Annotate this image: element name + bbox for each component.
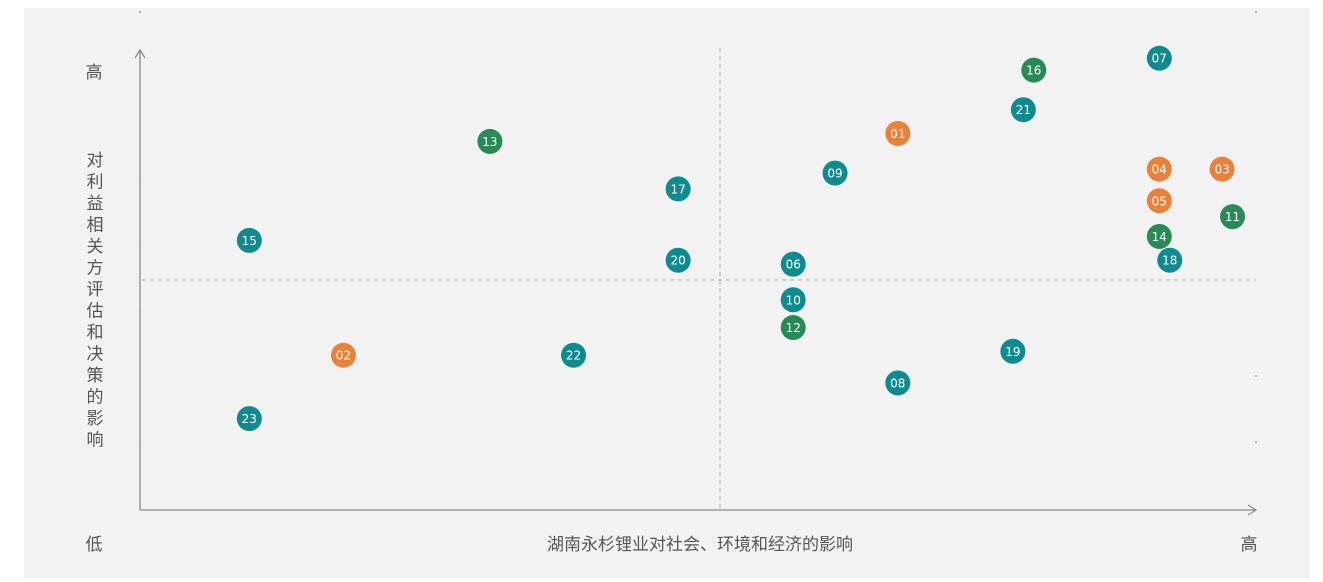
- data-point-13: 13: [477, 128, 503, 154]
- point-label: 20: [671, 254, 686, 268]
- data-point-10: 10: [780, 287, 806, 313]
- point-marker: [236, 227, 262, 253]
- point-label: 03: [1214, 163, 1229, 177]
- point-marker: [1146, 45, 1172, 71]
- chart-canvas: 高 低 高 湖南永杉锂业对社会、环境和经济的影响 对利益相关方评估和决策的影响 …: [24, 8, 1310, 578]
- data-point-23: 23: [236, 406, 262, 432]
- point-marker: [780, 251, 806, 277]
- point-label: 18: [1162, 254, 1177, 268]
- point-marker: [885, 120, 911, 146]
- y-axis-tick-marks: [139, 115, 141, 443]
- data-point-17: 17: [665, 176, 691, 202]
- data-point-14: 14: [1146, 223, 1172, 249]
- point-label: 04: [1152, 163, 1167, 177]
- point-label: 22: [566, 349, 581, 363]
- point-marker: [330, 342, 356, 368]
- point-label: 10: [786, 293, 801, 307]
- point-label: 14: [1152, 230, 1167, 244]
- point-marker: [822, 160, 848, 186]
- point-label: 11: [1225, 210, 1240, 224]
- materiality-scatter-chart: 高 低 高 湖南永杉锂业对社会、环境和经济的影响 对利益相关方评估和决策的影响 …: [86, 11, 1258, 555]
- data-point-08: 08: [885, 370, 911, 396]
- data-point-22: 22: [561, 342, 587, 368]
- point-label: 13: [482, 135, 497, 149]
- data-point-01: 01: [885, 120, 911, 146]
- data-point-20: 20: [665, 247, 691, 273]
- point-label: 07: [1152, 52, 1167, 66]
- point-label: 09: [827, 167, 842, 181]
- point-marker: [1209, 156, 1235, 182]
- point-marker: [1157, 247, 1183, 273]
- data-point-09: 09: [822, 160, 848, 186]
- point-label: 19: [1005, 345, 1020, 359]
- point-label: 02: [336, 349, 351, 363]
- point-label: 06: [786, 258, 801, 272]
- x-axis-title: 湖南永杉锂业对社会、环境和经济的影响: [547, 535, 853, 555]
- data-point-12: 12: [780, 315, 806, 341]
- point-marker: [1010, 97, 1036, 123]
- point-label: 16: [1026, 64, 1041, 78]
- data-point-07: 07: [1146, 45, 1172, 71]
- x-axis-high-label: 高: [1241, 535, 1258, 555]
- point-marker: [665, 176, 691, 202]
- point-marker: [1220, 204, 1246, 230]
- point-label: 01: [890, 127, 905, 141]
- point-marker: [780, 315, 806, 341]
- point-label: 23: [242, 412, 257, 426]
- point-label: 05: [1152, 194, 1167, 208]
- point-marker: [665, 247, 691, 273]
- data-point-11: 11: [1220, 204, 1246, 230]
- data-point-06: 06: [780, 251, 806, 277]
- data-point-18: 18: [1157, 247, 1183, 273]
- data-point-03: 03: [1209, 156, 1235, 182]
- point-label: 17: [671, 182, 686, 196]
- data-point-19: 19: [1000, 338, 1026, 364]
- data-point-04: 04: [1146, 156, 1172, 182]
- point-label: 15: [242, 234, 257, 248]
- point-marker: [1146, 156, 1172, 182]
- point-marker: [1146, 223, 1172, 249]
- y-axis-title: 对利益相关方评估和决策的影响: [87, 151, 104, 451]
- data-points: 01 02 03 04 05 06 07 08 09 10 11 12 13 14 15 16 17 18 19 20…: [236, 45, 1246, 432]
- point-marker: [561, 342, 587, 368]
- point-marker: [1021, 57, 1047, 83]
- point-marker: [477, 128, 503, 154]
- y-axis-high-label: 高: [86, 63, 103, 83]
- data-point-05: 05: [1146, 188, 1172, 214]
- point-marker: [780, 287, 806, 313]
- data-point-16: 16: [1021, 57, 1047, 83]
- data-point-15: 15: [236, 227, 262, 253]
- point-marker: [885, 370, 911, 396]
- right-edge-tick-marks: [139, 11, 1257, 443]
- point-marker: [236, 406, 262, 432]
- x-axis-low-label: 低: [86, 535, 103, 555]
- point-label: 12: [786, 321, 801, 335]
- point-label: 21: [1016, 103, 1031, 117]
- data-point-02: 02: [330, 342, 356, 368]
- point-label: 08: [890, 376, 905, 390]
- point-marker: [1000, 338, 1026, 364]
- data-point-21: 21: [1010, 97, 1036, 123]
- point-marker: [1146, 188, 1172, 214]
